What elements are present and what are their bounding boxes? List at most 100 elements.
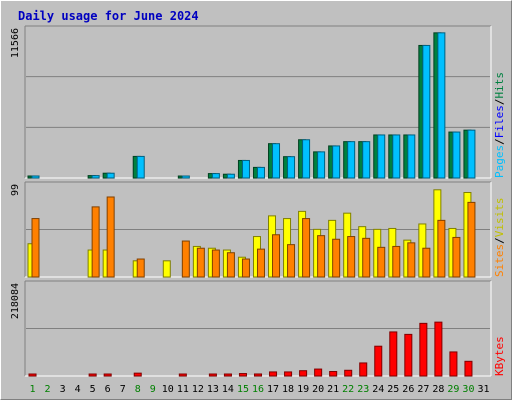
- hits-files-bar-files-day-15: [241, 159, 250, 179]
- x-tick-label-day-5: 5: [90, 384, 96, 395]
- visits-sites-bar-sites-day-21: [332, 238, 341, 278]
- x-tick-label-day-29: 29: [447, 384, 459, 395]
- hits-files-bar-files-day-8: [136, 155, 145, 179]
- hits-files-legend-entry-3: Files: [493, 105, 506, 138]
- kbytes-bar-kbytes-day-22: [344, 369, 353, 377]
- x-tick-label-day-17: 17: [267, 384, 279, 395]
- hits-files-bar-files-day-29: [452, 131, 461, 179]
- visits-sites-bar-sites-day-27: [422, 247, 431, 278]
- visits-sites-bar-sites-day-19: [302, 218, 311, 278]
- hits-files-bar-files-day-21: [332, 145, 341, 179]
- kbytes-bar-kbytes-day-6: [103, 373, 112, 377]
- visits-sites-legend-entry-3: Visits: [493, 198, 506, 238]
- x-tick-label-day-13: 13: [207, 384, 219, 395]
- kbytes-bar-kbytes-day-5: [88, 373, 97, 377]
- visits-sites-bar-sites-day-18: [287, 244, 296, 278]
- visits-sites-legend: Sites/Visits: [493, 198, 506, 278]
- visits-sites-legend-entry-2: /: [493, 237, 506, 244]
- hits-files-legend-entry-5: Hits: [493, 72, 506, 99]
- visits-sites-bar-sites-day-26: [407, 242, 416, 278]
- x-tick-label-day-31: 31: [477, 384, 489, 395]
- x-tick-label-day-10: 10: [162, 384, 174, 395]
- hits-files-bar-files-day-19: [302, 139, 311, 179]
- chart-title: Daily usage for June 2024: [18, 9, 199, 23]
- hits-files-bar-files-day-6: [106, 172, 115, 179]
- hits-files-bar-files-day-23: [362, 141, 371, 179]
- kbytes-bar-kbytes-day-27: [419, 322, 428, 377]
- x-tick-label-day-15: 15: [237, 384, 249, 395]
- hits-files-bar-files-day-5: [91, 175, 100, 179]
- kbytes-bar-kbytes-day-25: [389, 331, 398, 377]
- x-tick-label-day-1: 1: [30, 384, 36, 395]
- visits-sites-bar-sites-day-25: [392, 245, 401, 278]
- x-tick-label-day-8: 8: [135, 384, 141, 395]
- kbytes-bar-kbytes-day-26: [404, 333, 413, 377]
- hits-files-bar-files-day-20: [317, 151, 326, 179]
- kbytes-bar-kbytes-day-13: [208, 373, 217, 377]
- x-tick-label-day-2: 2: [45, 384, 51, 395]
- hits-files-legend-entry-4: /: [493, 99, 506, 106]
- kbytes-bar-kbytes-day-29: [449, 351, 458, 377]
- visits-sites-bar-sites-day-28: [437, 219, 446, 278]
- visits-sites-bar-sites-day-1: [31, 218, 40, 278]
- kbytes-bar-kbytes-day-21: [329, 371, 338, 377]
- kbytes-bar-kbytes-day-20: [314, 368, 323, 377]
- hits-files-bar-files-day-28: [437, 32, 446, 179]
- kbytes-bar-kbytes-day-14: [223, 373, 232, 377]
- x-tick-label-day-6: 6: [105, 384, 111, 395]
- visits-sites-bar-sites-day-20: [317, 235, 326, 278]
- kbytes-bar-kbytes-day-19: [299, 370, 308, 377]
- hits-files-legend-entry-2: /: [493, 138, 506, 145]
- kbytes-bar-kbytes-day-30: [464, 360, 473, 377]
- kbytes-bar-kbytes-day-8: [133, 372, 142, 377]
- visits-sites-legend-entry-1: Sites: [493, 244, 506, 277]
- kbytes-axis-max-label: 218084: [10, 283, 21, 319]
- kbytes-bar-kbytes-day-24: [374, 345, 383, 377]
- x-tick-label-day-25: 25: [387, 384, 399, 395]
- x-tick-label-day-11: 11: [177, 384, 189, 395]
- x-tick-label-day-20: 20: [312, 384, 324, 395]
- visits-sites-bar-sites-day-5: [91, 206, 100, 278]
- visits-sites-bar-sites-day-17: [272, 234, 281, 278]
- hits-files-bar-files-day-25: [392, 134, 401, 179]
- visits-sites-bar-sites-day-11: [181, 240, 190, 278]
- x-tick-label-day-14: 14: [222, 384, 234, 395]
- visits-sites-bar-sites-day-30: [467, 201, 476, 278]
- visits-sites-bar-sites-day-16: [256, 248, 265, 278]
- hits-files-bar-files-day-1: [31, 175, 40, 179]
- hits-files-bar-files-day-14: [226, 173, 235, 179]
- x-tick-label-day-30: 30: [462, 384, 474, 395]
- hits-files-bar-files-day-17: [272, 143, 281, 179]
- hits-files-bar-files-day-26: [407, 134, 416, 179]
- x-tick-label-day-21: 21: [327, 384, 339, 395]
- visits-sites-bar-sites-day-8: [136, 258, 145, 278]
- visits-sites-bar-sites-day-6: [106, 196, 115, 278]
- visits-sites-bar-sites-day-12: [196, 247, 205, 278]
- visits-sites-bar-sites-day-13: [211, 249, 220, 278]
- visits-sites-bar-sites-day-14: [226, 252, 235, 278]
- hits-files-bar-files-day-11: [181, 175, 190, 179]
- x-tick-label-day-9: 9: [150, 384, 156, 395]
- kbytes-bar-kbytes-day-17: [269, 371, 278, 377]
- x-tick-label-day-18: 18: [282, 384, 294, 395]
- kbytes-bar-kbytes-day-28: [434, 321, 443, 377]
- hits-files-legend-entry-1: Pages: [493, 145, 506, 178]
- hits-files-bar-files-day-27: [422, 44, 431, 179]
- kbytes-bar-kbytes-day-15: [238, 373, 247, 377]
- hits-files-bar-files-day-24: [377, 134, 386, 179]
- kbytes-bar-kbytes-day-18: [284, 371, 293, 377]
- x-tick-label-day-7: 7: [120, 384, 126, 395]
- hits-files-bar-files-day-18: [287, 156, 296, 179]
- hits-files-bar-files-day-30: [467, 129, 476, 179]
- kbytes-legend: KBytes: [493, 336, 506, 376]
- visits-sites-bar-sites-day-29: [452, 236, 461, 278]
- x-tick-label-day-26: 26: [402, 384, 414, 395]
- kbytes-bar-kbytes-day-1: [28, 373, 37, 377]
- kbytes-bar-kbytes-day-23: [359, 362, 368, 377]
- x-tick-label-day-12: 12: [192, 384, 204, 395]
- x-tick-label-day-22: 22: [342, 384, 354, 395]
- x-tick-label-day-23: 23: [357, 384, 369, 395]
- x-tick-label-day-3: 3: [60, 384, 66, 395]
- hits-files-legend: Pages/Files/Hits: [493, 72, 506, 178]
- x-tick-label-day-4: 4: [75, 384, 81, 395]
